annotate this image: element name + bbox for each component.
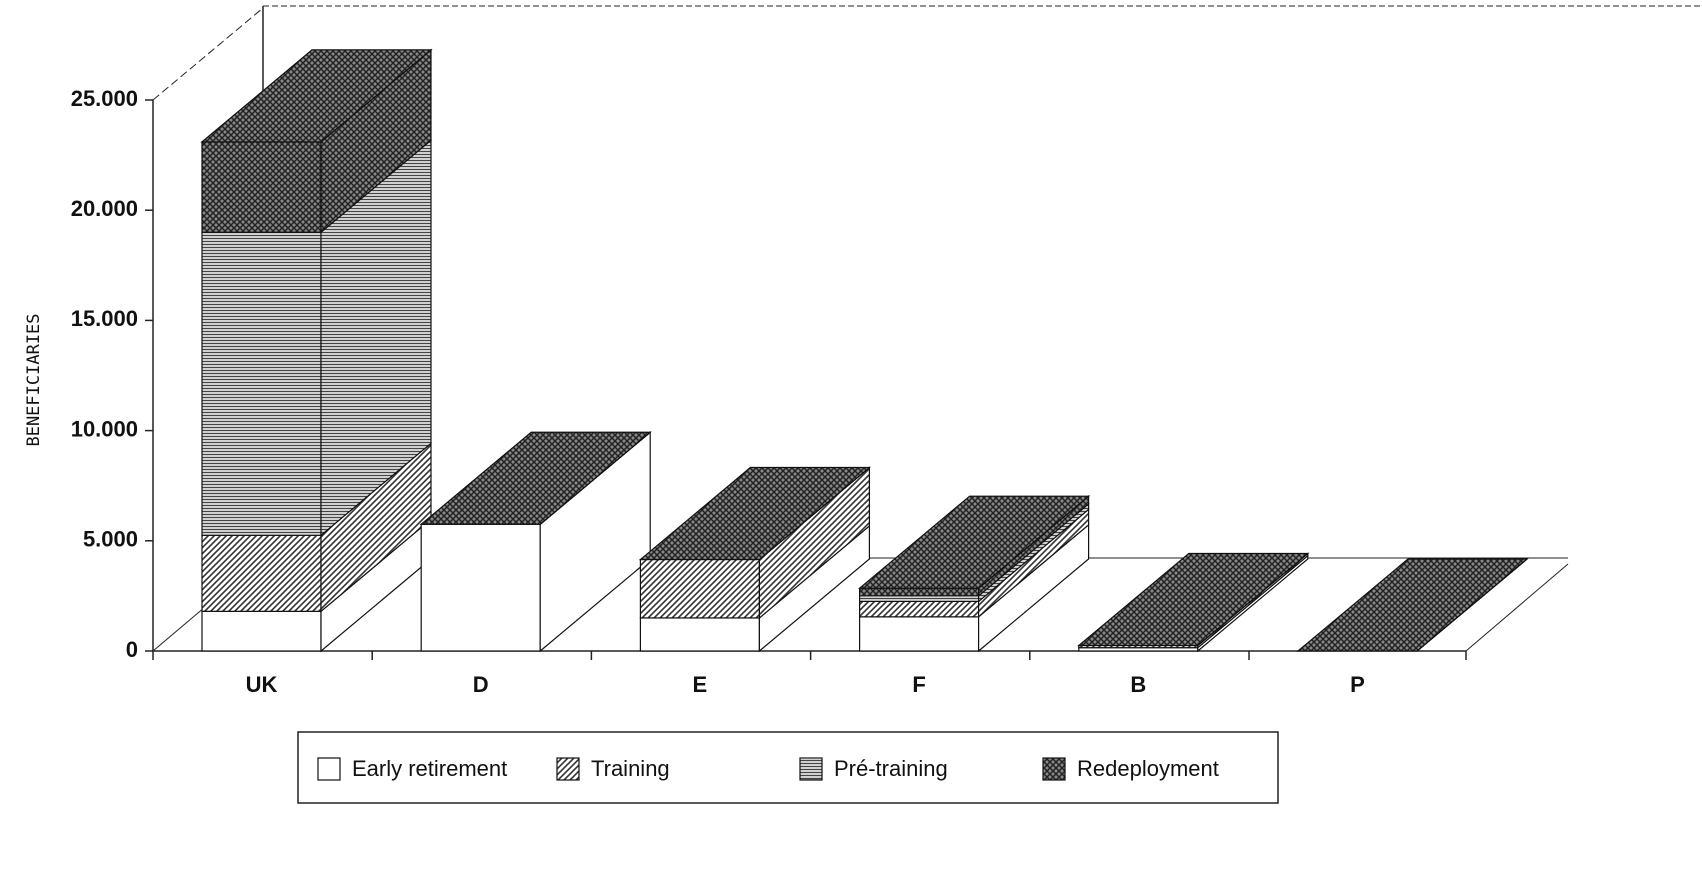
x-tick-label: F [912, 672, 925, 697]
bar-segment [639, 524, 871, 653]
bar-segment [858, 508, 1090, 619]
legend-label: Pré-training [834, 756, 948, 781]
bar-top [857, 495, 1091, 589]
bar-segment [201, 138, 432, 537]
bar-segment [201, 442, 432, 613]
x-tick-label: P [1350, 672, 1365, 697]
legend-box [297, 731, 1279, 804]
bar-front [858, 616, 980, 652]
bar-front [858, 587, 980, 597]
y-tick-label: 20.000 [71, 196, 138, 221]
bar-front [858, 600, 980, 618]
bar-top [638, 466, 872, 561]
legend-label: Training [591, 756, 670, 781]
y-tick-label: 5.000 [83, 527, 138, 552]
y-tick-label: 0 [126, 637, 138, 662]
bar-segment [420, 430, 651, 653]
bar-top [419, 431, 652, 525]
bar-front [201, 141, 322, 233]
bar-top [1077, 552, 1310, 647]
y-tick-label: 15.000 [71, 306, 138, 331]
legend-swatch [799, 757, 823, 781]
bar-segment [639, 466, 871, 620]
x-tick-label: E [693, 672, 708, 697]
legend-label: Redeployment [1077, 756, 1219, 781]
bar-front [420, 523, 541, 652]
y-axis-label: BENEFICIARIES [24, 313, 44, 446]
legend-swatch [317, 757, 341, 781]
bar-front [639, 558, 761, 619]
bar-front [201, 231, 322, 536]
bar-front [201, 534, 322, 612]
y-tick-label: 25.000 [71, 86, 138, 111]
bar-top [1296, 558, 1529, 652]
legend-swatch [556, 757, 580, 781]
y-tick-label: 10.000 [71, 416, 138, 441]
bar-front [858, 595, 980, 603]
x-tick-label: UK [246, 672, 278, 697]
bar-top [200, 49, 433, 143]
bar-segment [201, 48, 432, 234]
bar-front [639, 617, 761, 652]
x-tick-label: B [1130, 672, 1146, 697]
bar-segment [858, 523, 1090, 653]
x-tick-label: D [473, 672, 489, 697]
legend-label: Early retirement [352, 756, 507, 781]
bar-front [201, 610, 322, 652]
legend-swatch [1042, 757, 1066, 781]
